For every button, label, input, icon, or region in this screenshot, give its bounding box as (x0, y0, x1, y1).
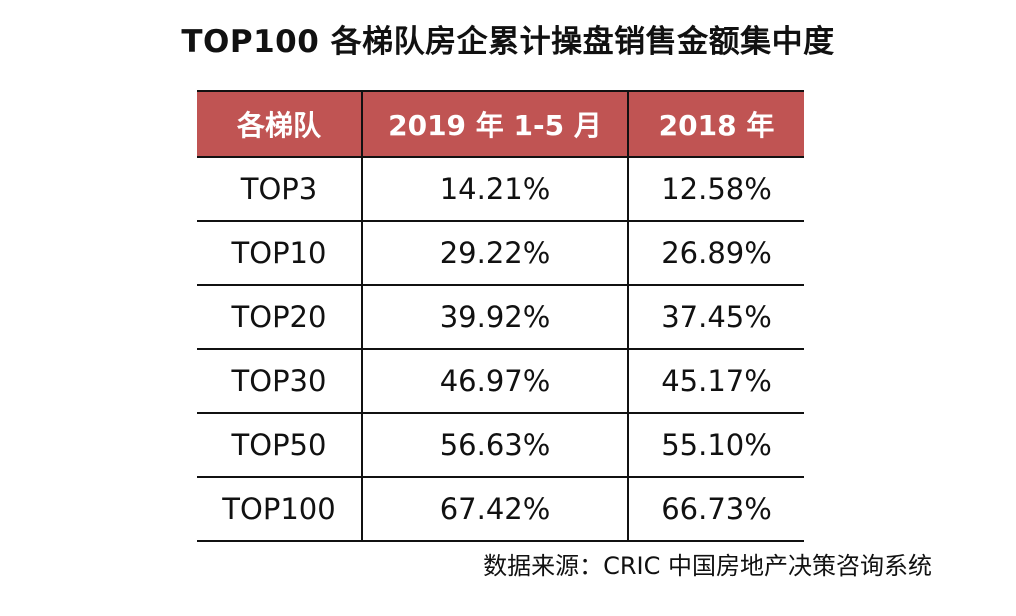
value-2018-cell: 12.58% (627, 157, 804, 222)
value-2019-cell: 46.97% (361, 349, 628, 414)
value-2019-cell: 29.22% (361, 221, 628, 286)
table-row: TOP50 56.63% 55.10% (197, 413, 804, 478)
concentration-table: 各梯队 2019 年 1-5 月 2018 年 TOP3 14.21% 12.5… (197, 90, 804, 542)
value-2019-cell: 14.21% (361, 157, 628, 222)
column-header-2019-jan-may: 2019 年 1-5 月 (361, 90, 628, 158)
chart-title: TOP100 各梯队房企累计操盘销售金额集中度 (181, 24, 835, 60)
table-header-row: 各梯队 2019 年 1-5 月 2018 年 (197, 90, 804, 158)
tier-cell: TOP20 (197, 285, 362, 350)
value-2019-cell: 39.92% (361, 285, 628, 350)
data-source-note: 数据来源：CRIC 中国房地产决策咨询系统 (483, 552, 932, 580)
value-2018-cell: 45.17% (627, 349, 804, 414)
value-2018-cell: 66.73% (627, 477, 804, 542)
tier-cell: TOP100 (197, 477, 362, 542)
value-2018-cell: 37.45% (627, 285, 804, 350)
column-header-tier: 各梯队 (197, 90, 362, 158)
table-row: TOP20 39.92% 37.45% (197, 285, 804, 350)
tier-cell: TOP3 (197, 157, 362, 222)
tier-cell: TOP50 (197, 413, 362, 478)
tier-cell: TOP30 (197, 349, 362, 414)
column-header-2018: 2018 年 (627, 90, 804, 158)
table-row: TOP100 67.42% 66.73% (197, 477, 804, 542)
table-row: TOP3 14.21% 12.58% (197, 157, 804, 222)
table-row: TOP30 46.97% 45.17% (197, 349, 804, 414)
value-2019-cell: 56.63% (361, 413, 628, 478)
value-2018-cell: 26.89% (627, 221, 804, 286)
value-2019-cell: 67.42% (361, 477, 628, 542)
value-2018-cell: 55.10% (627, 413, 804, 478)
tier-cell: TOP10 (197, 221, 362, 286)
table-row: TOP10 29.22% 26.89% (197, 221, 804, 286)
